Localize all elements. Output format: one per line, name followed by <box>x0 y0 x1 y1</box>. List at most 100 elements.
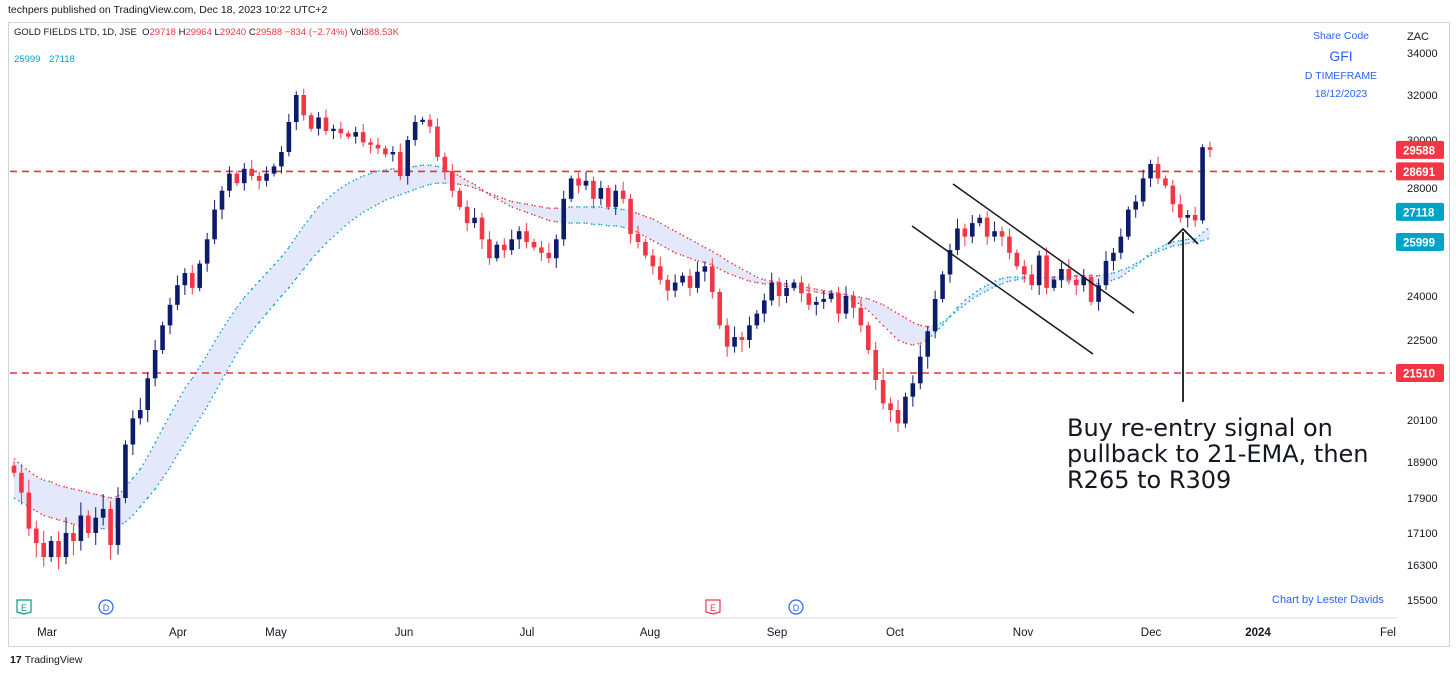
candle <box>1007 228 1012 260</box>
ema-fast-segment <box>280 246 290 258</box>
ema-slow-segment <box>905 317 914 324</box>
candle <box>338 122 344 139</box>
candle-body <box>457 190 463 207</box>
price-badges: 29588 28691 27118 25999 21510 <box>1396 140 1444 382</box>
ema-fast-segment <box>318 199 327 208</box>
tradingview-footer[interactable]: 17 TradingView <box>10 654 82 666</box>
ema-fast-segment <box>102 495 111 499</box>
candle-body <box>175 285 180 305</box>
event-letter: D <box>103 603 110 613</box>
candle-body <box>464 206 470 224</box>
candle <box>1118 228 1124 260</box>
ema-fast-segment <box>415 164 423 168</box>
candle-body <box>19 472 24 493</box>
ema-slow-segment <box>1180 242 1188 246</box>
candle <box>479 212 485 250</box>
event-marker-d-icon[interactable]: D <box>98 599 114 615</box>
ema-fast-segment <box>35 475 45 481</box>
candle <box>301 88 307 121</box>
ema-slow-segment <box>526 203 535 207</box>
candle <box>1073 274 1079 295</box>
event-shape <box>16 599 32 615</box>
event-shape <box>705 599 721 615</box>
candle-body <box>732 337 737 347</box>
candle <box>48 536 54 562</box>
arrow-head-icon <box>1167 227 1199 245</box>
candle <box>925 325 931 369</box>
x-tick-label: May <box>265 627 287 639</box>
ema-slow-segment <box>816 288 824 292</box>
candle <box>672 274 678 298</box>
candle-body <box>182 273 188 286</box>
ema-slow-segment <box>139 497 149 508</box>
candle-body <box>969 223 975 237</box>
candle <box>613 184 619 215</box>
candle <box>227 166 232 198</box>
candle <box>71 525 76 556</box>
x-tick-label: 2024 <box>1245 627 1271 639</box>
ema-slow-segment <box>251 321 260 332</box>
ema-fast-segment <box>622 226 631 231</box>
ema-fast-segment <box>466 180 475 186</box>
price-badge-label: 28691 <box>1403 167 1436 179</box>
ema-slow-segment <box>511 200 520 204</box>
candle <box>152 340 158 387</box>
candle <box>531 238 537 251</box>
candle-body <box>1066 269 1072 280</box>
candle-body <box>917 356 923 384</box>
ema-fast-segment <box>867 310 877 319</box>
ema-fast-segment <box>890 332 899 341</box>
candle-body <box>739 337 745 340</box>
price-badge-29588: 29588 <box>1396 140 1444 159</box>
ema-slow-segment <box>392 194 401 199</box>
ema-slow-segment <box>519 202 527 205</box>
ema-slow-segment <box>295 268 305 279</box>
candle <box>858 298 864 333</box>
candle <box>992 221 997 242</box>
event-marker-e-icon[interactable]: E <box>705 599 721 615</box>
candle-body <box>895 410 901 424</box>
legend-open: 29718 <box>149 27 176 38</box>
candle-body <box>598 188 604 199</box>
candle-body <box>1044 255 1049 288</box>
candle-body <box>442 156 448 172</box>
ema-slow-segment <box>429 182 438 186</box>
ema-fast-segment <box>80 490 89 494</box>
ema-slow-segment <box>652 218 661 224</box>
ema-slow-segment <box>541 206 549 209</box>
x-tick-label: Jul <box>520 627 535 639</box>
candle-body <box>316 117 321 129</box>
event-marker-e-icon[interactable]: E <box>16 599 32 615</box>
candle <box>843 286 849 319</box>
candle-body <box>858 307 864 326</box>
ema-slow-segment <box>764 279 772 282</box>
candle <box>204 232 210 272</box>
candle <box>955 218 960 255</box>
event-marker-d-icon[interactable]: D <box>788 599 804 615</box>
candle-body <box>791 282 797 288</box>
ema-fast-segment <box>236 297 245 309</box>
ema-slow-segment <box>258 313 268 323</box>
candle <box>977 214 983 227</box>
ema-fast-segment <box>310 206 320 217</box>
candle <box>137 398 143 425</box>
ema-fast-value: 27118 <box>49 54 75 65</box>
candle <box>412 115 418 146</box>
ema-slow-segment <box>637 212 646 218</box>
legend-h-label: H <box>178 27 186 38</box>
candle-body <box>546 252 552 259</box>
ema-fast-segment <box>288 236 297 248</box>
candle <box>1029 264 1035 291</box>
candle-body <box>405 140 411 176</box>
candle <box>167 297 173 335</box>
ema-fast-segment <box>1157 244 1166 250</box>
candle <box>605 185 611 211</box>
x-tick-label: Sep <box>767 627 787 639</box>
ema-slow-segment <box>600 206 609 209</box>
currency-label: ZAC <box>1407 31 1429 43</box>
candle-body <box>1029 274 1035 286</box>
candle <box>813 296 819 316</box>
candle-body <box>1036 255 1042 286</box>
ema-slow-segment <box>288 278 297 289</box>
